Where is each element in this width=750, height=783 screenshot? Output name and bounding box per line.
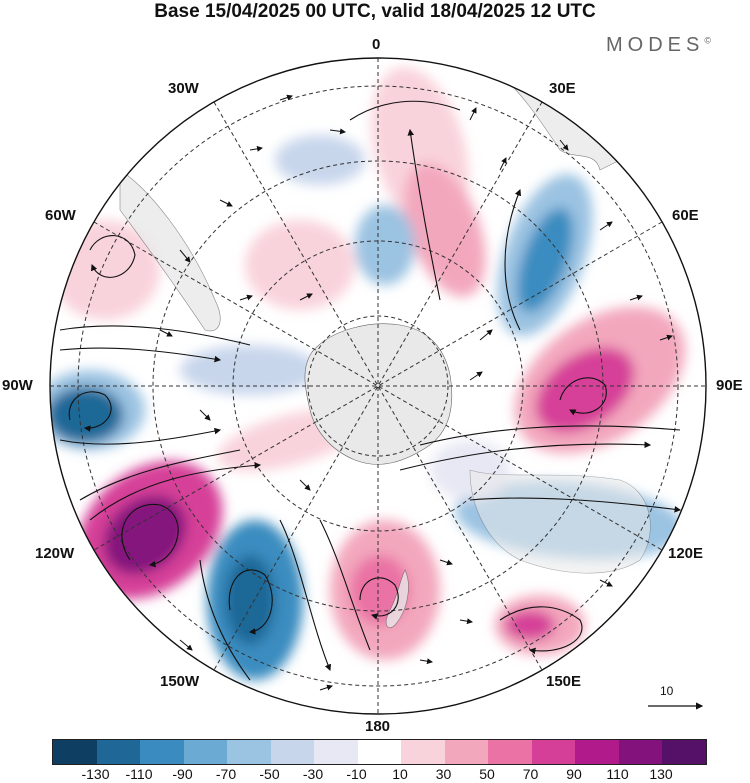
- colorbar-swatch: [183, 740, 227, 764]
- lon-label-60e: 60E: [672, 207, 699, 224]
- colorbar-tick-label: -90: [172, 766, 193, 782]
- lon-label-90w: 90W: [2, 377, 33, 394]
- colorbar-swatch: [618, 740, 662, 764]
- colorbar: [52, 739, 707, 765]
- colorbar-tick-label: 70: [522, 766, 539, 782]
- graticule: [50, 58, 706, 714]
- australia-land: [469, 469, 651, 574]
- colorbar-tick-label: -50: [259, 766, 280, 782]
- lon-label-30w: 30W: [168, 80, 199, 97]
- colorbar-swatch: [227, 740, 271, 764]
- colorbar-tick-label: -70: [215, 766, 237, 782]
- colorbar-swatch: [357, 740, 401, 764]
- lon-label-120w: 120W: [35, 545, 75, 562]
- lon-label-120e: 120E: [668, 545, 704, 562]
- colorbar-swatch: [140, 740, 184, 764]
- lon-label-90e: 90E: [716, 377, 743, 394]
- colorbar-tick-label: -130: [81, 766, 110, 782]
- colorbar-swatch: [575, 740, 619, 764]
- lon-label-150w: 150W: [160, 673, 200, 690]
- colorbar-tick-label: -110: [125, 766, 153, 782]
- colorbar-swatch: [662, 740, 706, 764]
- colorbar-swatch: [270, 740, 314, 764]
- lon-label-150e: 150E: [546, 673, 582, 690]
- lon-label-180: 180: [365, 718, 391, 735]
- brand-text: MODES: [606, 34, 705, 56]
- anomaly-field: [50, 58, 706, 714]
- lon-label-60w: 60W: [45, 207, 76, 224]
- lon-label-0: 0: [372, 36, 381, 53]
- copyright-mark: ©: [704, 35, 711, 46]
- colorbar-swatch: [314, 740, 358, 764]
- wind-streamlines: [59, 100, 682, 681]
- colorbar-tick-label: 30: [435, 766, 452, 782]
- map-title: Base 15/04/2025 00 UTC, valid 18/04/2025…: [154, 1, 596, 22]
- colorbar-tick-label: -30: [302, 766, 324, 782]
- colorbar-swatch: [531, 740, 575, 764]
- colorbar-tick-label: 10: [392, 766, 408, 782]
- colorbar-tick-label: 130: [649, 766, 673, 782]
- colorbar-tick-label: 50: [479, 766, 495, 782]
- colorbar-swatch: [444, 740, 488, 764]
- colorbar-tick-label: 110: [606, 766, 629, 782]
- colorbar-swatch: [401, 740, 445, 764]
- colorbar-tick-label: 90: [566, 766, 582, 782]
- colorbar-swatch: [488, 740, 532, 764]
- lon-label-30e: 30E: [549, 80, 576, 97]
- map-boundary: [49, 57, 707, 715]
- modes-logo: MODES©: [606, 34, 711, 57]
- reference-vector-label: 10: [660, 684, 674, 698]
- new-zealand-land: [385, 569, 409, 629]
- colorbar-swatch: [53, 740, 97, 764]
- colorbar-swatch: [96, 740, 140, 764]
- colorbar-tick-label: -10: [346, 766, 367, 782]
